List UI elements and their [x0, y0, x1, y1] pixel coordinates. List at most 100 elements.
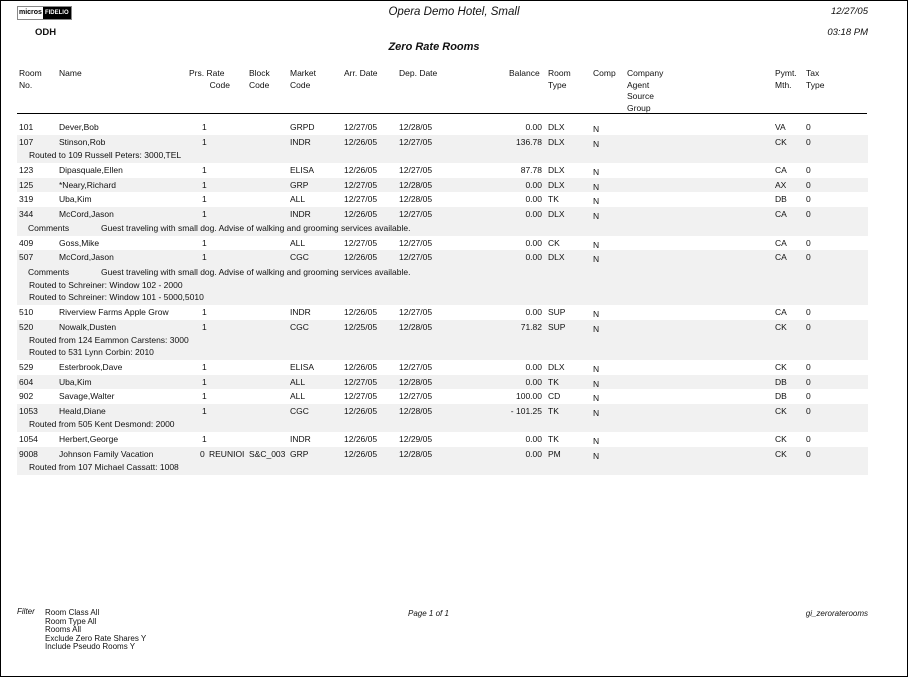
cell-comp: N	[593, 124, 600, 134]
column-header-line: Name	[59, 68, 82, 78]
cell-market: ALL	[290, 237, 306, 248]
routing-text: Routed to 531 Lynn Corbin: 2010	[29, 347, 154, 357]
table-row: 1054 Herbert,George 1 INDR 12/26/05 12/29/05 0…	[17, 432, 868, 447]
cell-room: 902	[19, 391, 34, 401]
cell-name: Riverview Farms Apple Growers	[59, 307, 169, 317]
cell-type: DLX	[548, 362, 565, 372]
cell-dep: 12/27/05	[399, 208, 433, 219]
cell-dep: 12/27/05	[399, 136, 433, 147]
column-header-line: Tax	[806, 68, 820, 78]
cell-type: CD	[548, 391, 561, 401]
cell-type: PM	[548, 448, 561, 459]
table-row-group: 101 Dever,Bob 1 GRPD 12/27/05 12/28/05 0.00 DLX…	[17, 120, 868, 135]
column-header-pymt: Pymt. Mth.	[775, 68, 797, 91]
table-row: 344 McCord,Jason 1 INDR 12/26/05 12/27/05 0.00…	[17, 207, 868, 222]
cell-prs: 1	[202, 179, 207, 190]
table-row-group: 507 McCord,Jason 1 CGC 12/26/05 12/27/05 0.00 D…	[17, 250, 868, 305]
routing-text: Routed from 505 Kent Desmond: 2000	[29, 419, 175, 429]
column-header-line: Balance	[509, 68, 540, 78]
table-row-group: 125 *Neary,Richard 1 GRP 12/27/05 12/28/05 0.0…	[17, 177, 868, 192]
cell-comp: N	[593, 181, 600, 192]
cell-type: SUP	[548, 321, 566, 332]
column-header-line: Comp	[593, 68, 616, 78]
cell-prs: 1	[202, 136, 207, 147]
cell-prs: 0	[200, 448, 205, 459]
column-header-line: Type	[548, 79, 567, 90]
cell-name: McCord,Jason	[59, 252, 114, 262]
cell-dep: 12/28/05	[399, 122, 433, 132]
column-header-room-type: Room Type	[548, 68, 571, 91]
cell-pymt: CA	[775, 208, 787, 219]
column-header-room: Room No.	[19, 68, 42, 91]
cell-name: Goss,Mike	[59, 237, 100, 248]
cell-name: Johnson Family Vacation	[59, 448, 154, 459]
cell-room: 9008	[19, 448, 38, 459]
routing-text: Routed to 109 Russell Peters: 3000,TEL	[29, 150, 182, 160]
filter-item: Room Class All	[45, 608, 100, 617]
cell-balance: 87.78	[520, 165, 542, 175]
cell-prs: 1	[202, 237, 207, 248]
cell-tax: 0	[806, 391, 811, 401]
routing-line: Routed to 531 Lynn Corbin: 2010	[17, 346, 868, 358]
cell-tax: 0	[806, 405, 811, 416]
filter-label: Filter	[17, 607, 35, 616]
column-header-line: Room	[19, 68, 42, 78]
cell-room: 123	[19, 165, 34, 175]
property-code: ODH	[35, 27, 57, 38]
cell-balance: 0.00	[525, 194, 542, 204]
table-row: 107 Stinson,Rob 1 INDR 12/26/05 12/27/05 136.7…	[17, 135, 868, 150]
table-row: 507 McCord,Jason 1 CGC 12/26/05 12/27/05 0.00 D…	[17, 250, 868, 265]
table-row-group: 902 Savage,Walter 1 ALL 12/27/05 12/27/05 100.…	[17, 389, 868, 404]
cell-tax: 0	[806, 448, 811, 459]
cell-pymt: CK	[775, 448, 787, 459]
cell-dep: 12/28/05	[399, 448, 433, 459]
cell-arr: 12/26/05	[344, 165, 378, 175]
filter-item: Exclude Zero Rate Shares Y	[45, 633, 147, 643]
table-row-group: 123 Dipasquale,Ellen 1 ELISA 12/26/05 12/27/0…	[17, 163, 868, 178]
filter-list: Room Class All Room Type All Rooms All Excl…	[45, 608, 147, 652]
cell-room: 344	[19, 208, 34, 219]
cell-tax: 0	[806, 194, 811, 204]
cell-market: CGC	[290, 405, 309, 416]
cell-name: Dipasquale,Ellen	[59, 165, 123, 175]
cell-prs: 1	[202, 165, 207, 175]
filter-item: Include Pseudo Rooms Y	[45, 642, 136, 651]
cell-arr: 12/26/05	[344, 448, 378, 459]
cell-name: Uba,Kim	[59, 376, 92, 387]
cell-type: DLX	[548, 122, 565, 132]
cell-name: *Neary,Richard	[59, 179, 117, 190]
column-header-line: Block	[249, 68, 270, 78]
table-row: 101 Dever,Bob 1 GRPD 12/27/05 12/28/05 0.00 DLX…	[17, 120, 868, 135]
report-time: 03:18 PM	[827, 27, 868, 38]
table-row: 902 Savage,Walter 1 ALL 12/27/05 12/27/05 100.…	[17, 389, 868, 404]
cell-dep: 12/27/05	[399, 362, 433, 372]
table-row: 123 Dipasquale,Ellen 1 ELISA 12/26/05 12/27/0…	[17, 163, 868, 178]
cell-arr: 12/26/05	[344, 252, 378, 262]
table-row-group: 409 Goss,Mike 1 ALL 12/27/05 12/27/05 0.00 CK N C…	[17, 236, 868, 251]
comment-line: Comments Guest traveling with small dog. …	[17, 265, 868, 280]
table-row: 529 Esterbrook,Dave 1 ELISA 12/26/05 12/27/05…	[17, 360, 868, 375]
cell-market: INDR	[290, 307, 311, 317]
cell-pymt: DB	[775, 391, 787, 401]
cell-market: ALL	[290, 391, 306, 401]
table-row: 409 Goss,Mike 1 ALL 12/27/05 12/27/05 0.00 CK N C…	[17, 236, 868, 251]
column-header-company: Company Agent Source Group	[627, 68, 663, 114]
table-row-group: 604 Uba,Kim 1 ALL 12/27/05 12/28/05 0.00 TK N DB 0	[17, 374, 868, 389]
cell-room: 1054	[19, 434, 38, 444]
cell-prs: 1	[202, 252, 207, 262]
cell-market: INDR	[290, 136, 311, 147]
column-header-line: Agent	[627, 79, 650, 90]
cell-type: DLX	[548, 136, 565, 147]
cell-market: GRP	[290, 448, 309, 459]
cell-name: Uba,Kim	[59, 194, 92, 204]
cell-room: 520	[19, 321, 34, 332]
page-number: Page 1 of 1	[408, 609, 449, 618]
cell-comp: N	[593, 393, 600, 403]
table-row-group: 107 Stinson,Rob 1 INDR 12/26/05 12/27/05 136.7…	[17, 134, 868, 163]
filter-item: Rooms All	[45, 625, 82, 634]
comment-text: Guest traveling with small dog. Advise o…	[101, 223, 411, 233]
column-header-line: Code	[249, 79, 270, 90]
cell-block: S&C_003	[249, 448, 286, 459]
comment-label: Comments	[28, 266, 70, 277]
routing-line: Routed to Schreiner: Window 101 - 5000,5…	[17, 291, 868, 303]
